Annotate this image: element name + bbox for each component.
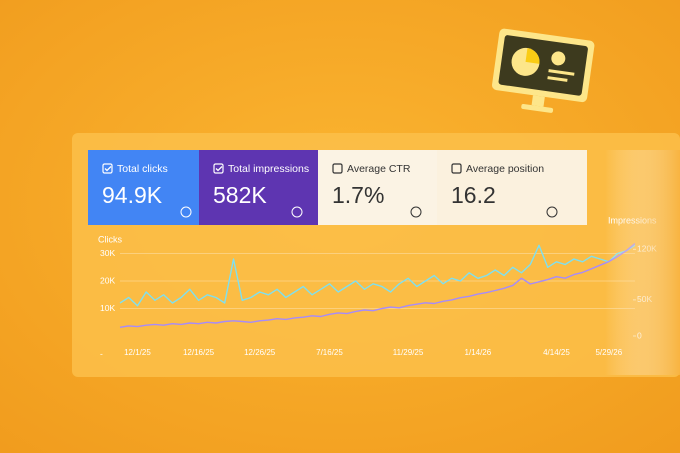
card-background bbox=[199, 150, 318, 225]
y-tick-label: 10K bbox=[100, 303, 115, 313]
help-icon bbox=[291, 206, 303, 218]
y-tick-label: 20K bbox=[100, 275, 115, 285]
y-tick-label: 30K bbox=[100, 248, 115, 258]
help-icon bbox=[410, 206, 422, 218]
metric-card[interactable]: Total clicks 94.9K bbox=[88, 150, 199, 225]
monitor-icon bbox=[492, 28, 595, 113]
x-tick-label: 7/16/25 bbox=[316, 348, 343, 357]
card-value: 582K bbox=[213, 182, 267, 208]
card-background bbox=[88, 150, 199, 225]
card-label: Total impressions bbox=[228, 163, 309, 175]
checkbox bbox=[213, 163, 224, 174]
card-value: 1.7% bbox=[332, 182, 384, 208]
card-label: Total clicks bbox=[117, 163, 168, 175]
fade-overlay bbox=[430, 150, 680, 375]
x-tick-label: 12/16/25 bbox=[183, 348, 215, 357]
checkmark bbox=[215, 166, 223, 172]
x-tick-label: 12/1/25 bbox=[124, 348, 151, 357]
y-axis-title: Clicks bbox=[98, 234, 122, 244]
checkbox bbox=[332, 163, 343, 174]
card-value: 94.9K bbox=[102, 182, 163, 208]
help-icon bbox=[180, 206, 192, 218]
card-background bbox=[318, 150, 437, 225]
x-tick-label: 11/29/25 bbox=[393, 348, 424, 357]
metric-card[interactable]: Average CTR 1.7% bbox=[318, 150, 437, 225]
checkbox bbox=[102, 163, 113, 174]
y-tick-label: - bbox=[100, 348, 103, 358]
metric-card[interactable]: Total impressions 582K bbox=[199, 150, 318, 225]
checkmark bbox=[104, 166, 112, 172]
x-tick-label: 12/26/25 bbox=[244, 348, 276, 357]
card-label: Average CTR bbox=[347, 163, 411, 175]
